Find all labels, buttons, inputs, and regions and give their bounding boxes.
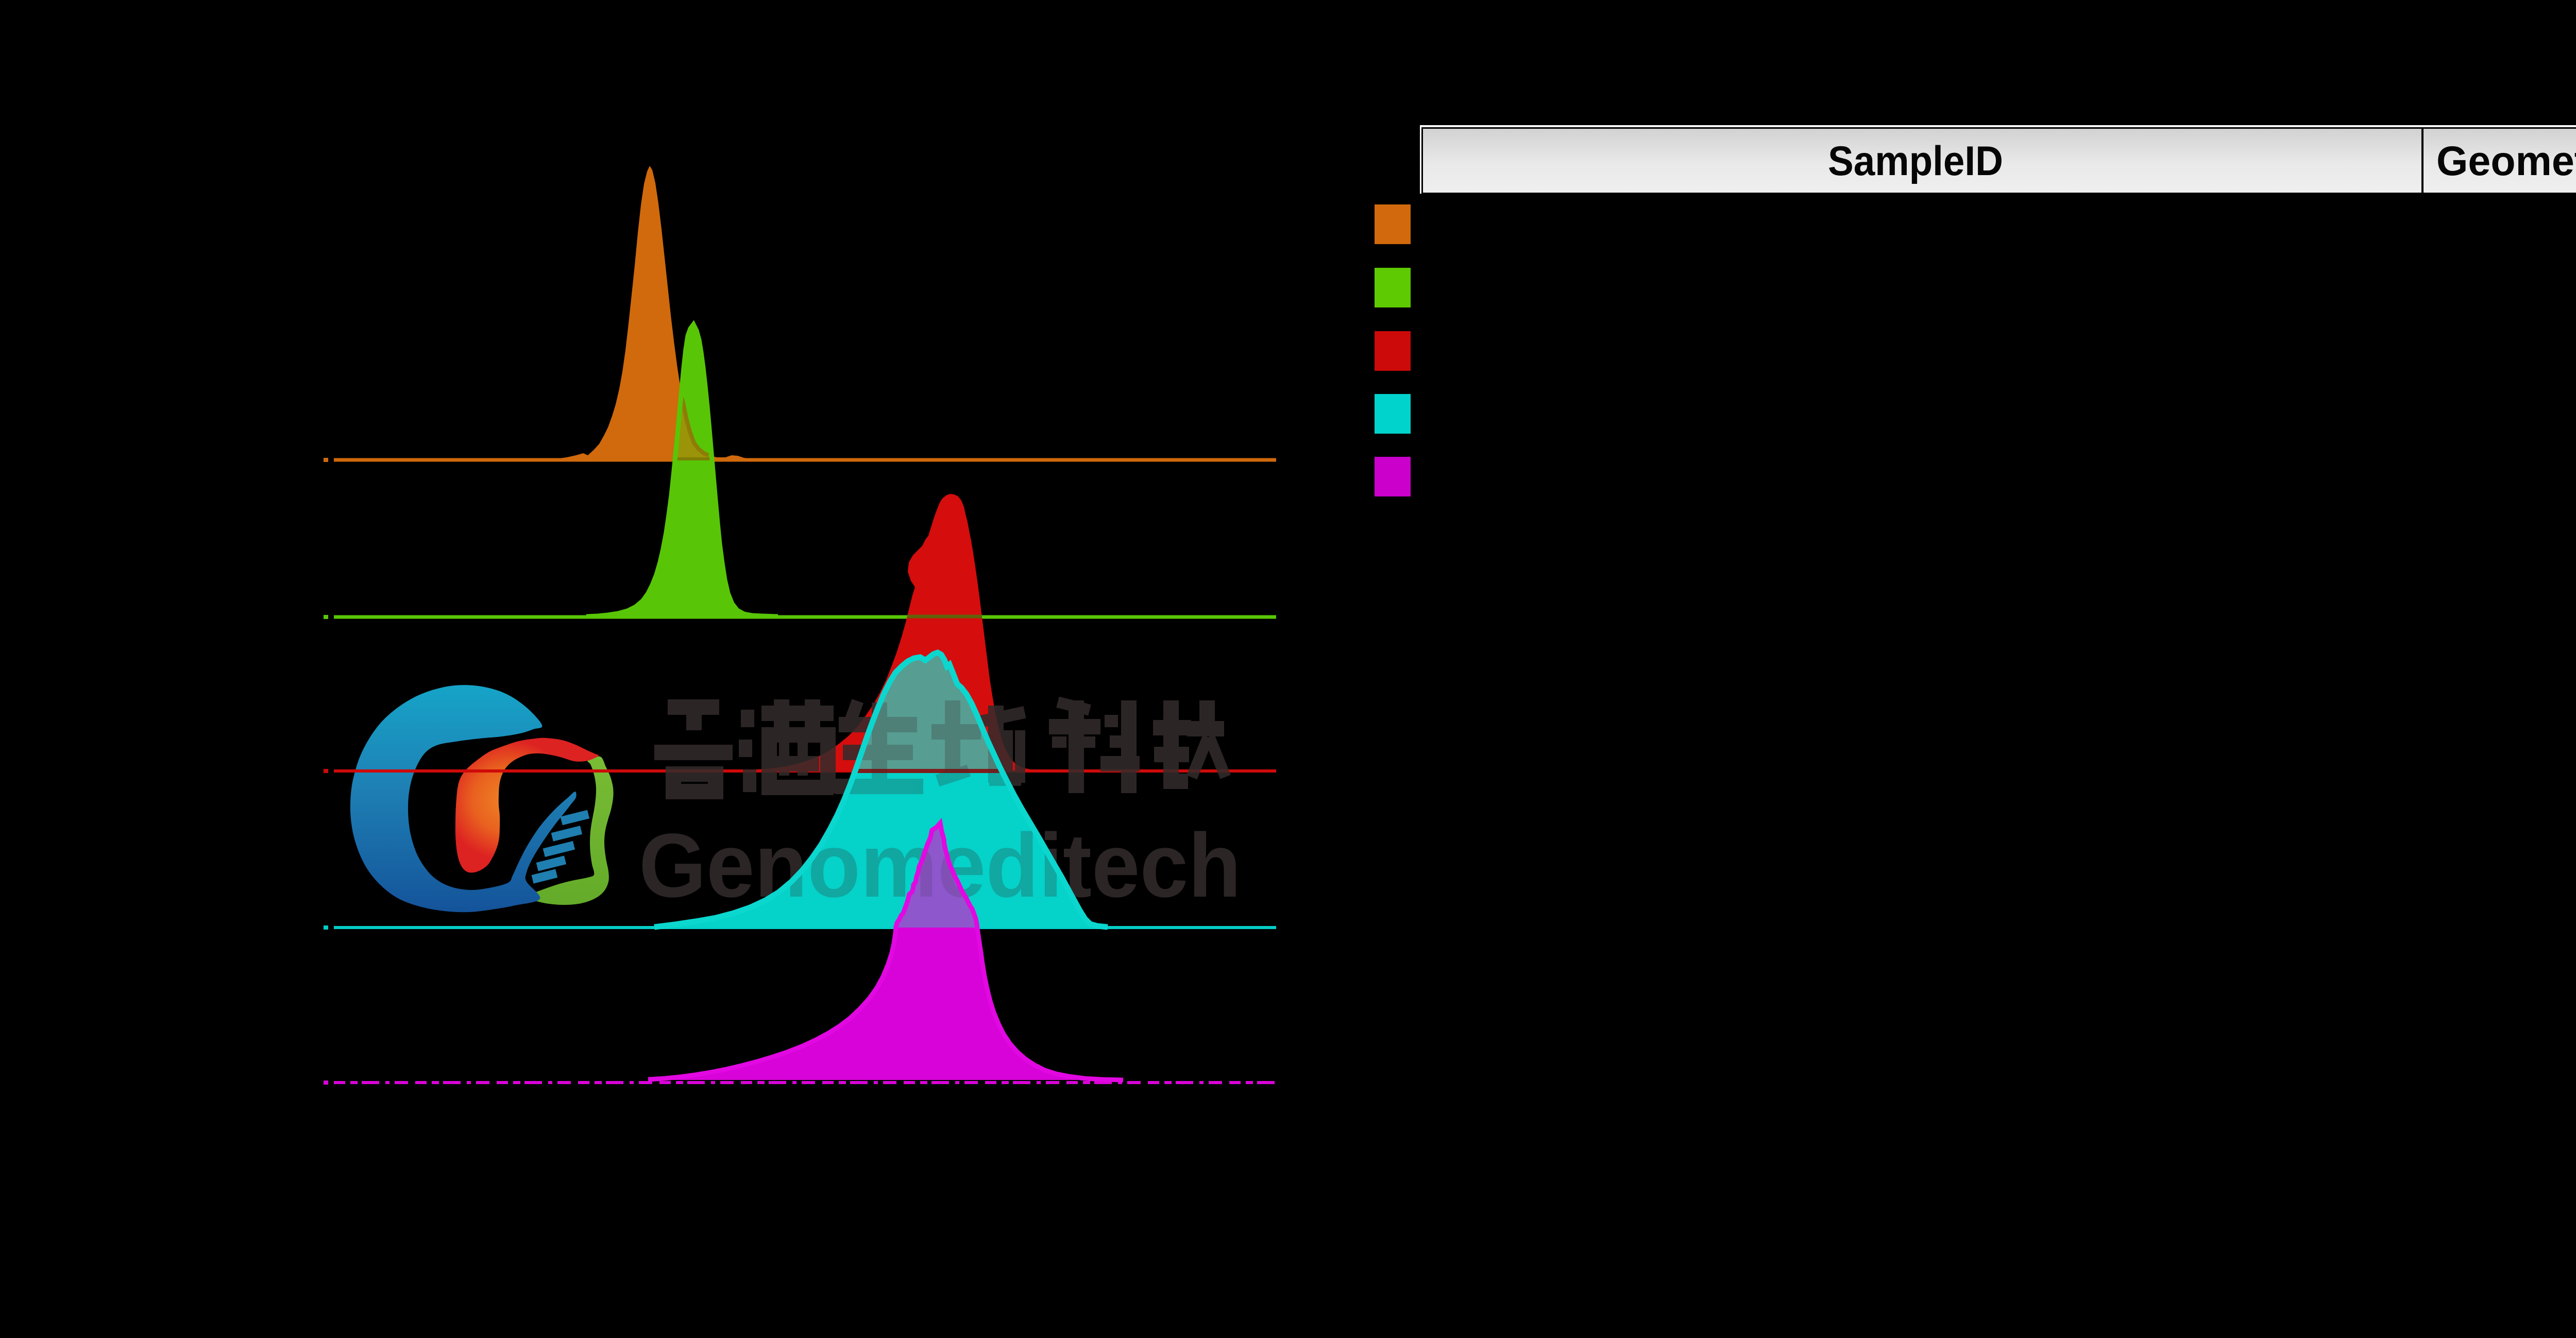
svg-text:Geometric Mean : FL11-H: Geometric Mean : FL11-H	[2436, 138, 2576, 184]
svg-text:SampleID: SampleID	[1828, 138, 2003, 184]
